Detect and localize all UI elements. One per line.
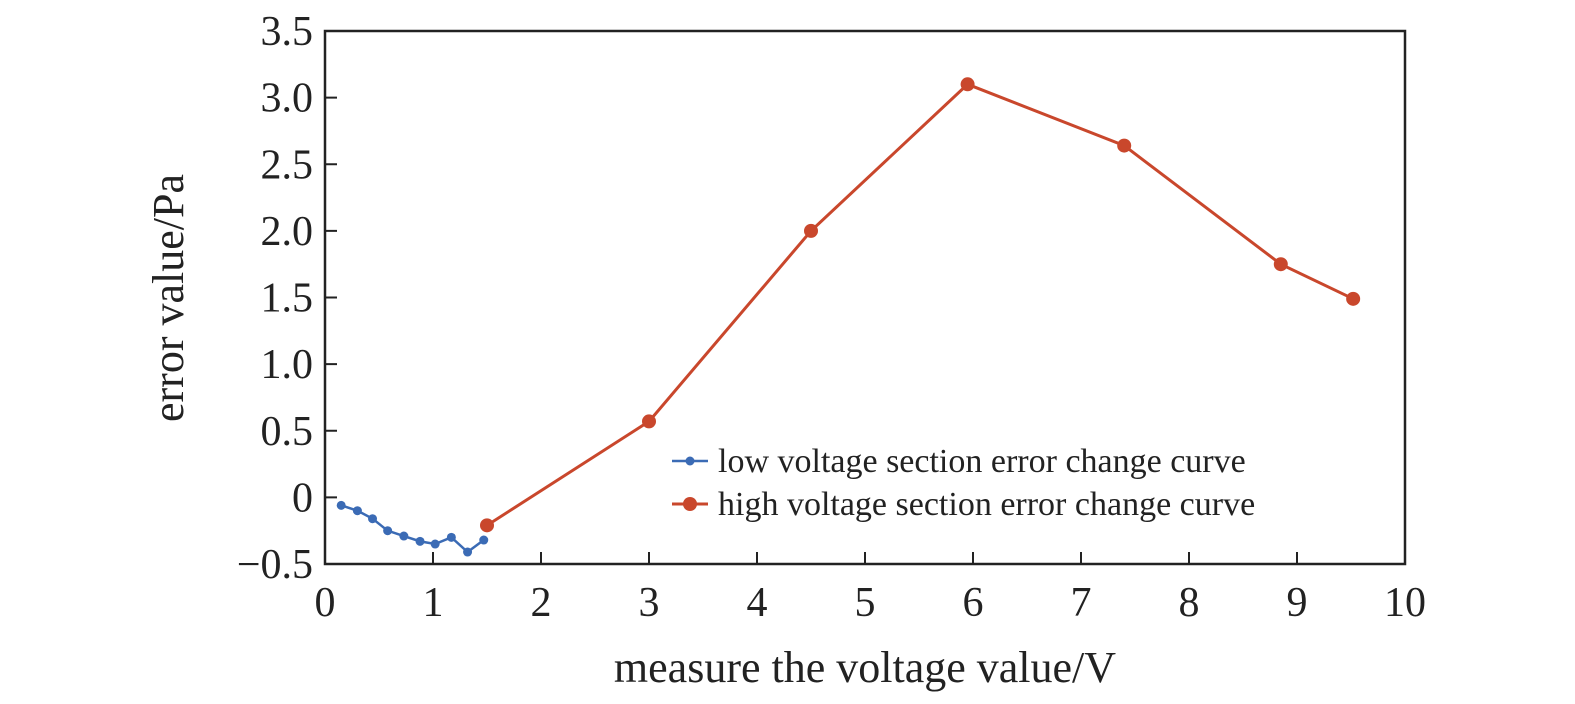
legend: low voltage section error change curve hi… [672, 443, 1255, 523]
x-tick-label: 7 [1071, 580, 1092, 626]
x-tick-label: 6 [963, 580, 984, 626]
y-axis-title: error value/Pa [144, 174, 193, 422]
data-point-0 [415, 536, 425, 546]
legend-marker [685, 456, 695, 466]
x-tick-label: 8 [1179, 580, 1200, 626]
y-tick-label: −0.5 [237, 542, 313, 588]
plot-frame [323, 29, 1407, 566]
x-tick-label: 0 [315, 580, 336, 626]
y-tick-label: 3.5 [261, 9, 314, 55]
data-point-0 [479, 535, 489, 545]
data-point-1 [804, 223, 818, 238]
y-axis-ticks: −0.5 0 0.5 1.0 1.5 2.0 2.5 3.0 3.5 [237, 9, 337, 588]
y-tick-label: 3.0 [261, 76, 314, 122]
data-point-0 [368, 514, 378, 524]
series-line-0 [340, 504, 485, 554]
data-point-0 [446, 532, 456, 542]
x-tick-label: 3 [639, 580, 660, 626]
legend-marker [683, 497, 697, 511]
data-point-0 [430, 539, 440, 549]
legend-label: high voltage section error change curve [718, 486, 1255, 523]
y-tick-label: 1.5 [261, 276, 314, 322]
y-tick-label: 0 [292, 475, 313, 521]
x-tick-label: 9 [1287, 580, 1308, 626]
data-point-1 [642, 414, 656, 429]
data-point-0 [399, 531, 409, 541]
x-tick-label: 2 [531, 580, 552, 626]
legend-label: low voltage section error change curve [718, 443, 1246, 480]
data-point-1 [480, 518, 494, 533]
y-tick-label: 2.5 [261, 142, 314, 188]
data-point-0 [336, 500, 346, 510]
data-point-1 [1117, 138, 1132, 153]
x-axis-ticks: 0 1 2 3 4 5 6 7 8 9 10 [315, 552, 1426, 626]
data-point-0 [383, 526, 393, 536]
series-layer [336, 77, 1361, 557]
x-tick-label: 1 [423, 580, 444, 626]
data-point-0 [352, 506, 362, 516]
y-tick-label: 0.5 [261, 409, 314, 455]
x-tick-label: 10 [1384, 580, 1426, 626]
data-point-1 [1273, 257, 1288, 272]
data-point-1 [1346, 291, 1361, 306]
data-point-0 [463, 547, 473, 557]
x-tick-label: 4 [747, 580, 768, 626]
data-point-1 [960, 77, 975, 92]
x-axis-title: measure the voltage value/V [614, 643, 1116, 692]
y-tick-label: 2.0 [261, 209, 314, 255]
y-tick-label: 1.0 [261, 342, 314, 388]
x-tick-label: 5 [855, 580, 876, 626]
